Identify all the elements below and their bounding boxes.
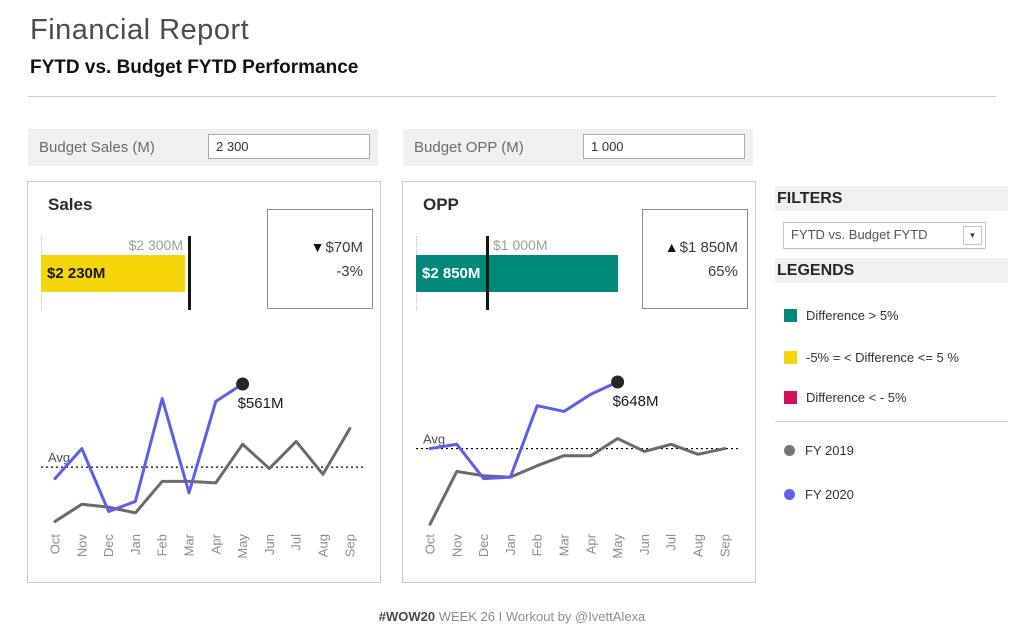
month-label: May — [610, 534, 625, 559]
month-label: May — [235, 534, 250, 559]
triangle-up-icon: ▲ — [664, 238, 679, 255]
month-label: Feb — [530, 534, 545, 556]
blue-dot-icon — [784, 488, 795, 500]
month-label: Dec — [476, 534, 491, 558]
end-value-label: $648M — [613, 393, 659, 410]
crimson-swatch-icon — [784, 390, 797, 404]
opp-panel-title: OPP — [423, 195, 459, 214]
month-label: Jan — [503, 534, 518, 555]
caret-down-icon[interactable]: ▼ — [963, 226, 982, 245]
month-label: Aug — [691, 534, 706, 557]
opp-panel: OPP $2 850M $1 000M ▲$1 850M 65% Avg $648… — [402, 181, 756, 583]
month-label: Mar — [182, 533, 197, 556]
filter-dropdown-value: FYTD vs. Budget FYTD — [791, 227, 928, 242]
legend-label: FY 2019 — [805, 442, 854, 458]
month-label: Dec — [101, 534, 116, 558]
sales-difference-percent: -3% — [336, 262, 363, 280]
sales-panel: Sales $2 230M $2 300M ▼$70M -3% Avg $561M… — [27, 181, 381, 583]
gray-dot-icon — [784, 444, 795, 456]
end-value-label: $561M — [238, 395, 284, 412]
month-label: Jan — [128, 534, 143, 555]
opp-budget-reference-line — [485, 236, 489, 310]
sales-difference-amount: ▼$70M — [310, 238, 363, 256]
sidebar: FILTERS FYTD vs. Budget FYTD ▼ LEGENDS D… — [775, 181, 1008, 581]
sales-line-chart[interactable]: Avg $561M Oct Nov Dec Jan Feb Mar Apr May Jun Jul Au… — [28, 332, 380, 582]
opp-budget-target-label: $1 000M — [493, 237, 548, 253]
footer-credit: #WOW20 WEEK 26 I Workout by @IvettAlexa — [0, 609, 1024, 624]
legend-item-fy2019[interactable]: FY 2019 — [784, 442, 854, 458]
opp-difference-percent: 65% — [707, 262, 738, 280]
teal-swatch-icon — [784, 308, 797, 322]
month-label: Apr — [208, 533, 223, 554]
latest-point-dot — [611, 375, 625, 389]
budget-sales-input[interactable] — [208, 134, 370, 159]
sales-difference-ban: ▼$70M -3% — [267, 209, 373, 309]
legend-item-diff-neutral[interactable]: -5% = < Difference <= 5 % — [784, 349, 959, 365]
month-label: Apr — [583, 533, 598, 554]
month-label: Nov — [74, 534, 89, 558]
avg-label: Avg — [48, 450, 70, 465]
legend-label: -5% = < Difference <= 5 % — [806, 349, 959, 365]
month-label: Sep — [717, 534, 732, 557]
filter-dropdown[interactable]: FYTD vs. Budget FYTD ▼ — [783, 222, 986, 249]
legend-item-diff-negative[interactable]: Difference < - 5% — [784, 389, 907, 405]
line-fy2019[interactable] — [53, 427, 352, 523]
avg-label: Avg — [423, 432, 445, 447]
page-subtitle: FYTD vs. Budget FYTD Performance — [30, 57, 359, 78]
sales-panel-title: Sales — [48, 195, 93, 214]
month-label: Aug — [316, 534, 331, 557]
opp-fytd-bar[interactable]: $2 850M — [416, 255, 619, 292]
legends-heading: LEGENDS — [775, 258, 1008, 283]
legend-label: FY 2020 — [805, 486, 854, 502]
sales-fytd-value: $2 230M — [47, 265, 106, 282]
triangle-down-icon: ▼ — [310, 238, 325, 255]
opp-fytd-value: $2 850M — [422, 265, 481, 282]
month-label: Sep — [342, 534, 357, 557]
legend-label: Difference < - 5% — [806, 389, 907, 405]
budget-opp-input[interactable] — [583, 134, 745, 159]
page-title: Financial Report — [30, 14, 250, 46]
footer-text: WEEK 26 I Workout by @IvettAlexa — [438, 609, 646, 624]
line-fy2019[interactable] — [428, 437, 727, 526]
line-fy2020[interactable] — [53, 382, 245, 513]
line-fy2020[interactable] — [428, 380, 620, 481]
month-label: Jul — [289, 534, 304, 551]
footer-hashtag: #WOW20 — [378, 609, 436, 624]
yellow-swatch-icon — [784, 350, 797, 364]
month-label: Oct — [423, 534, 438, 555]
opp-difference-ban: ▲$1 850M 65% — [642, 209, 748, 309]
sales-budget-target-label: $2 300M — [128, 237, 183, 253]
opp-line-chart[interactable]: Avg $648M Oct Nov Dec Jan Feb Mar Apr May Jun Jul Au… — [403, 332, 755, 582]
filters-heading: FILTERS — [775, 186, 1008, 211]
budget-opp-parameter: Budget OPP (M) — [403, 129, 753, 166]
month-label: Nov — [449, 534, 464, 558]
month-label: Jul — [664, 534, 679, 551]
legend-label: Difference > 5% — [806, 307, 899, 323]
legend-item-fy2020[interactable]: FY 2020 — [784, 486, 854, 502]
month-label: Jun — [262, 534, 277, 555]
budget-sales-parameter: Budget Sales (M) — [28, 129, 378, 166]
latest-point-dot — [236, 377, 250, 391]
month-label: Oct — [48, 534, 63, 555]
budget-opp-label: Budget OPP (M) — [414, 139, 524, 156]
month-label: Feb — [155, 534, 170, 556]
budget-sales-label: Budget Sales (M) — [39, 139, 155, 156]
sales-budget-reference-line — [187, 236, 191, 310]
month-label: Mar — [557, 533, 572, 556]
legend-item-diff-positive[interactable]: Difference > 5% — [784, 307, 899, 323]
legend-divider — [775, 421, 1008, 422]
header-divider — [28, 96, 996, 97]
sales-fytd-bar[interactable]: $2 230M — [41, 255, 185, 292]
month-label: Jun — [637, 534, 652, 555]
opp-difference-amount: ▲$1 850M — [664, 238, 738, 256]
